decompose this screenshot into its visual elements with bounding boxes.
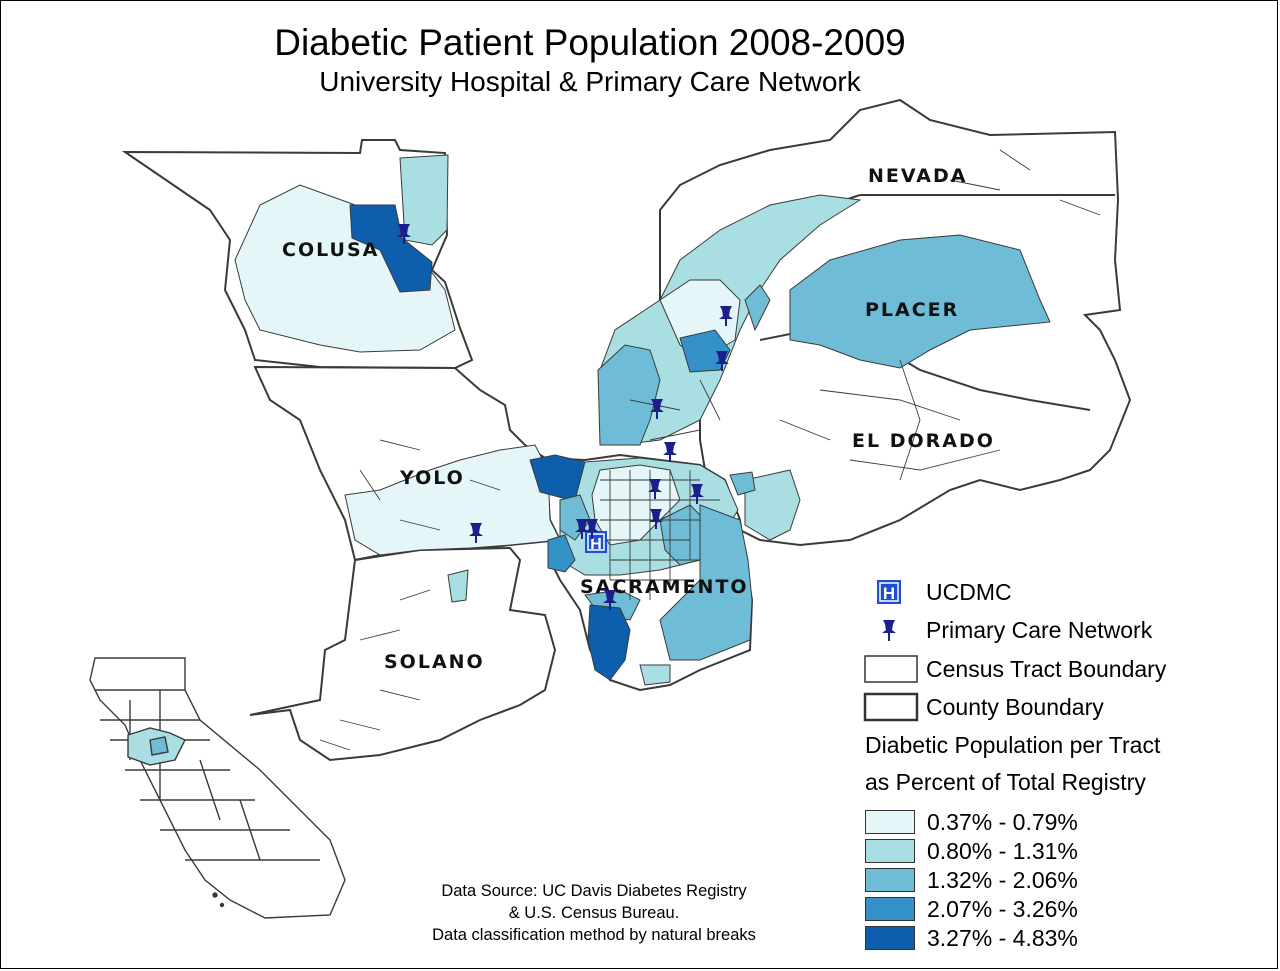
legend-clinic-label: Primary Care Network (926, 616, 1153, 643)
legend-tract-swatch (864, 655, 918, 683)
primary-care-pushpin-icon (649, 509, 663, 529)
legend-county-label: County Boundary (926, 693, 1104, 720)
county-label-nevada: NEVADA (868, 165, 967, 187)
county-label-colusa: COLUSA (282, 239, 379, 261)
map-subtitle: University Hospital & Primary Care Netwo… (319, 66, 861, 97)
county-label-placer: PLACER (865, 299, 959, 321)
primary-care-pushpin-icon (650, 399, 664, 419)
legend-class-swatch (865, 926, 915, 950)
county-label-el-dorado: EL DORADO (852, 430, 995, 452)
legend-class-label: 0.80% - 1.31% (927, 837, 1078, 864)
legend-class-swatch (865, 897, 915, 921)
legend-tract-label: Census Tract Boundary (926, 655, 1167, 682)
map-title: Diabetic Patient Population 2008-2009 (274, 22, 906, 63)
solano-county (249, 546, 557, 762)
data-source-note: Data Source: UC Davis Diabetes Registry … (384, 880, 804, 946)
primary-care-pushpin-icon (719, 306, 733, 326)
ucdmc-hospital-icon: H (585, 531, 607, 553)
primary-care-pushpin-icon (585, 519, 599, 539)
legend-class-label: 1.32% - 2.06% (927, 866, 1078, 893)
legend-class-row: 3.27% - 4.83% (865, 924, 1078, 952)
legend-pushpin-icon (882, 620, 896, 641)
svg-text:H: H (590, 536, 602, 553)
legend-classes-title-2: as Percent of Total Registry (865, 768, 1146, 795)
legend-class-label: 3.27% - 4.83% (927, 924, 1078, 951)
legend-class-swatch (865, 839, 915, 863)
legend-class-swatch (865, 868, 915, 892)
legend-hospital-label: UCDMC (926, 578, 1012, 605)
legend-class-label: 2.07% - 3.26% (927, 895, 1078, 922)
legend-class-row: 0.37% - 0.79% (865, 808, 1078, 836)
legend-classes-title-1: Diabetic Population per Tract (865, 731, 1161, 758)
county-label-yolo: YOLO (399, 467, 465, 489)
primary-care-pushpin-icon (648, 479, 662, 499)
primary-care-pushpin-icon (575, 519, 589, 539)
source-line-3: Data classification method by natural br… (432, 926, 756, 944)
svg-text:H: H (883, 584, 895, 603)
legend-class-row: 2.07% - 3.26% (865, 895, 1078, 923)
primary-care-pushpin-icon (663, 442, 677, 462)
primary-care-pushpin-icon (690, 484, 704, 504)
legend-class-swatch (865, 810, 915, 834)
primary-care-pushpin-icon (469, 523, 483, 543)
source-line-1: Data Source: UC Davis Diabetes Registry (441, 882, 747, 900)
legend-class-label: 0.37% - 0.79% (927, 808, 1078, 835)
county-label-sacramento: SACRAMENTO (580, 576, 749, 598)
legend-class-row: 1.32% - 2.06% (865, 866, 1078, 894)
legend-hospital-icon: H (877, 580, 901, 604)
california-inset (89, 657, 346, 919)
primary-care-pushpin-icon (397, 224, 411, 244)
county-label-solano: SOLANO (384, 651, 485, 673)
legend-class-row: 0.80% - 1.31% (865, 837, 1078, 865)
primary-care-pushpin-icon (715, 351, 729, 371)
primary-care-pushpin-icon (603, 590, 617, 610)
legend-county-swatch (863, 692, 919, 722)
source-line-2: & U.S. Census Bureau. (508, 904, 680, 922)
